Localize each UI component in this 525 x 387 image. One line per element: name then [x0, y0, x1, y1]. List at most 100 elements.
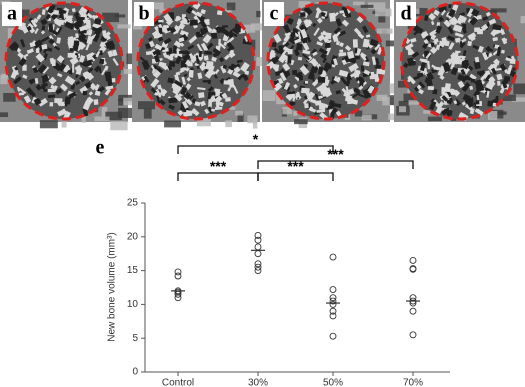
bone-texture	[369, 71, 375, 80]
bone-texture	[494, 60, 500, 66]
bone-texture	[493, 67, 502, 72]
bone-texture	[35, 47, 40, 54]
bone-texture	[295, 43, 303, 51]
bone-texture	[214, 95, 223, 104]
bone-texture	[95, 50, 101, 58]
bone-texture	[447, 35, 455, 42]
bone-texture	[300, 28, 308, 39]
bone-texture	[150, 64, 156, 71]
bone-texture	[487, 100, 494, 107]
data-point	[329, 294, 337, 302]
bone-texture	[338, 52, 347, 57]
x-tick-label: 30%	[248, 378, 268, 387]
bone-texture	[299, 24, 308, 33]
bone-texture	[30, 19, 38, 28]
bone-texture	[25, 87, 35, 96]
bone-texture	[376, 78, 381, 83]
bone-texture	[283, 81, 291, 91]
bone-texture	[509, 58, 516, 65]
bone-texture	[447, 25, 454, 35]
bone-texture	[430, 42, 435, 47]
bone-texture	[212, 47, 222, 56]
bone-texture	[316, 109, 326, 113]
bone-texture	[512, 67, 517, 71]
bone-texture	[88, 91, 94, 96]
bone-texture	[240, 24, 256, 33]
bone-texture	[435, 105, 444, 115]
bone-texture	[78, 55, 86, 63]
bone-texture	[474, 56, 480, 63]
bone-texture	[331, 64, 336, 68]
bone-texture	[418, 88, 424, 95]
bone-texture	[68, 91, 77, 99]
bone-texture	[302, 42, 310, 51]
bone-texture	[368, 85, 374, 94]
bone-texture	[78, 31, 83, 35]
bone-texture	[453, 89, 461, 97]
bone-texture	[413, 86, 420, 93]
bone-texture	[88, 29, 93, 34]
bone-texture	[273, 64, 280, 70]
bone-texture	[49, 102, 54, 107]
bone-texture	[229, 49, 235, 55]
bone-texture	[371, 56, 377, 66]
bone-texture	[114, 14, 126, 18]
bone-texture	[172, 45, 177, 54]
significance-label: *	[253, 131, 259, 147]
bone-texture	[433, 38, 439, 44]
bone-texture	[97, 27, 103, 32]
bone-texture	[470, 78, 476, 83]
bone-texture	[150, 78, 160, 88]
significance-label: ***	[287, 158, 304, 174]
bone-texture	[42, 66, 50, 74]
bone-texture	[304, 90, 311, 97]
bone-texture	[311, 78, 320, 87]
bone-texture	[496, 73, 503, 81]
bone-texture	[163, 13, 173, 24]
bone-texture	[244, 70, 250, 76]
bone-texture	[81, 112, 86, 123]
bone-texture	[240, 61, 250, 73]
bone-texture	[295, 92, 302, 100]
bone-texture	[185, 6, 194, 15]
bone-texture	[489, 81, 496, 88]
bone-texture	[84, 59, 93, 67]
bone-texture	[228, 78, 235, 88]
bone-texture	[99, 58, 105, 65]
bone-texture	[389, 83, 399, 94]
bone-texture	[294, 119, 308, 125]
bone-texture	[165, 54, 174, 61]
bone-texture	[322, 92, 326, 97]
bone-texture	[48, 76, 57, 85]
bone-texture	[317, 76, 326, 83]
bone-texture	[356, 16, 364, 24]
data-point	[329, 312, 337, 320]
bone-texture	[211, 56, 217, 62]
bone-texture	[168, 97, 178, 104]
bone-texture	[510, 55, 515, 60]
bone-texture	[450, 67, 458, 76]
bone-texture	[199, 63, 207, 72]
bone-texture	[50, 84, 55, 90]
bone-texture	[445, 58, 453, 66]
bone-texture	[448, 8, 456, 18]
bone-texture	[308, 74, 315, 79]
bone-texture	[166, 26, 172, 32]
bone-texture	[54, 18, 63, 27]
bone-texture	[256, 10, 261, 18]
bone-texture	[232, 85, 239, 94]
bone-texture	[61, 121, 67, 128]
bone-texture	[474, 107, 484, 116]
bone-texture	[318, 47, 328, 55]
bone-texture	[427, 116, 442, 122]
bone-texture	[343, 90, 351, 98]
bone-texture	[22, 74, 28, 80]
bone-texture	[228, 51, 236, 59]
bone-texture	[333, 58, 338, 66]
bone-texture	[143, 75, 150, 83]
bone-texture	[338, 69, 349, 78]
bone-texture	[186, 76, 191, 82]
bone-texture	[33, 18, 39, 24]
bone-texture	[448, 4, 452, 9]
bone-texture	[56, 72, 63, 78]
